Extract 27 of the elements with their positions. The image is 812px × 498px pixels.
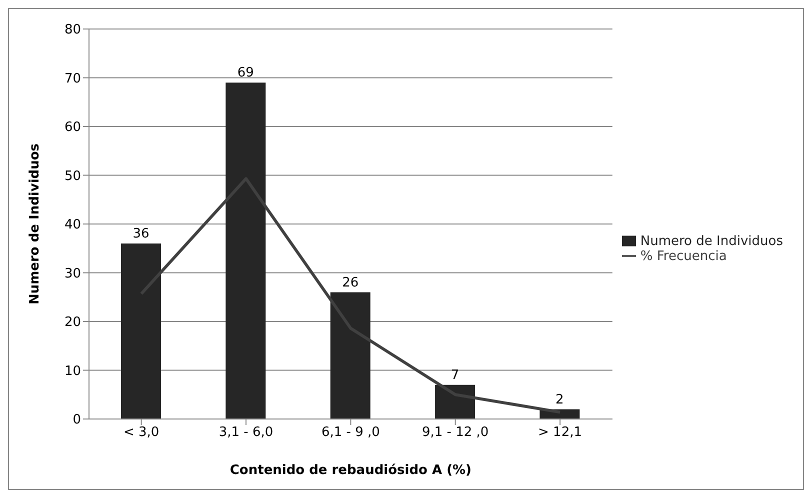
y-tick-label: 40	[64, 218, 81, 233]
y-tick-label: 10	[64, 364, 81, 379]
x-tick-label: < 3,0	[123, 425, 160, 440]
x-axis-title: Contenido de rebaudiósido A (%)	[230, 463, 472, 478]
y-tick-label: 70	[64, 71, 81, 86]
data-label: 7	[450, 368, 460, 383]
y-tick-label: 50	[64, 168, 81, 184]
y-tick-label: 30	[64, 266, 81, 282]
bar	[121, 244, 161, 419]
x-tick-label: 6,1 - 9 ,0	[321, 425, 380, 440]
bar	[330, 292, 370, 419]
y-tick-label: 60	[64, 120, 81, 136]
bar	[226, 82, 266, 419]
bar	[435, 384, 476, 419]
x-tick-label: > 12,1	[538, 425, 582, 440]
y-tick-label: 80	[64, 22, 81, 38]
data-label: 36	[132, 226, 150, 242]
data-label: 2	[556, 392, 564, 408]
x-tick-label: 3,1 - 6,0	[218, 425, 274, 440]
y-tick-label: 0	[72, 412, 81, 428]
y-tick-label: 20	[64, 315, 81, 330]
x-tick-label: 9,1 - 12 ,0	[422, 425, 489, 440]
legend-label: Numero de Individuos	[640, 234, 783, 249]
data-label: 69	[237, 66, 254, 81]
y-axis-title: Numero de Individuos	[28, 143, 43, 305]
data-label: 26	[342, 275, 359, 290]
legend-label: % Frecuencia	[640, 249, 727, 264]
